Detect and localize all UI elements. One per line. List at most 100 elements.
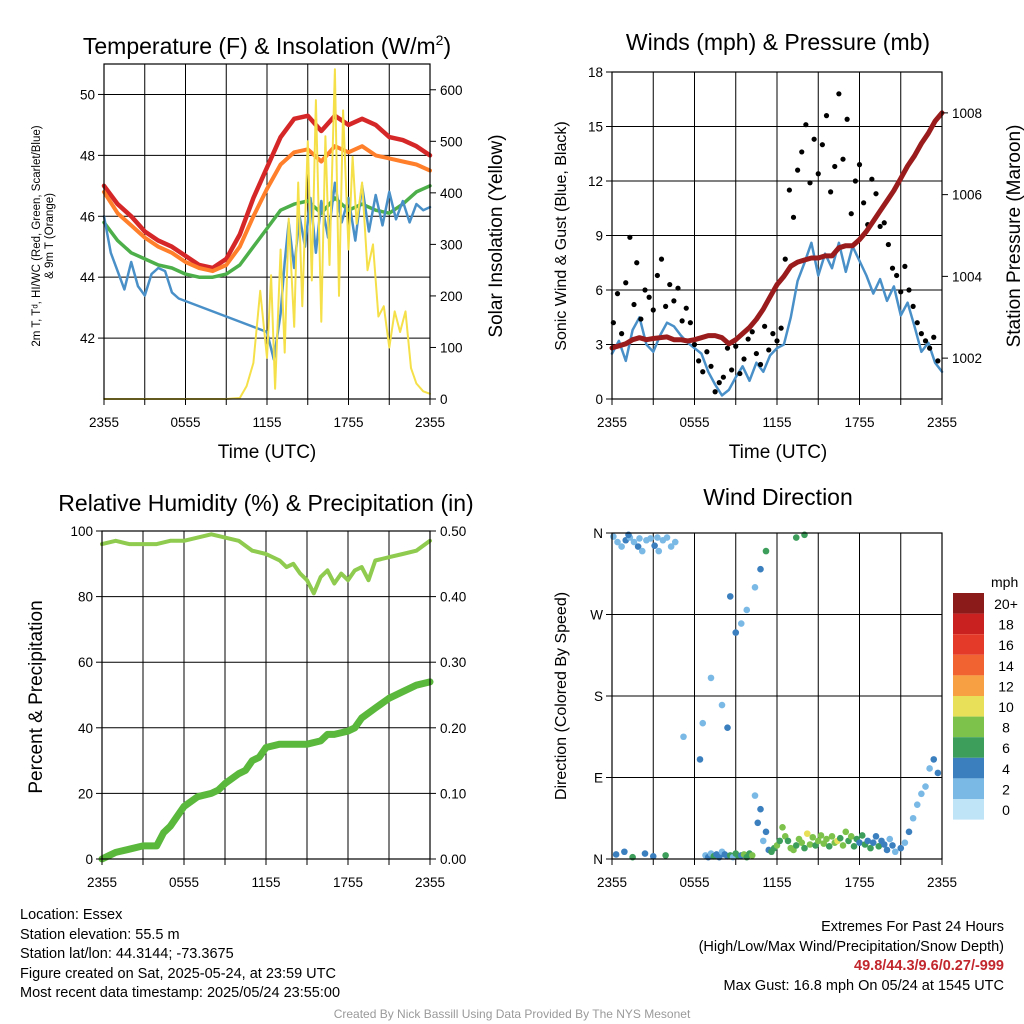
temperature-series-orange	[102, 144, 432, 274]
direction-point	[926, 765, 933, 772]
gust-point	[885, 241, 891, 248]
station-info: Location: Essex Station elevation: 55.5 …	[20, 906, 340, 1004]
temperature-ylabel-left: 2m T, Tᵈ, HI/WC (Red, Green, Scarlet/Blu…	[31, 125, 56, 346]
direction-point	[718, 701, 726, 709]
gust-point	[906, 287, 912, 293]
direction-point	[897, 844, 905, 852]
colorbar-bin	[953, 757, 984, 779]
y-tick-label: E	[594, 771, 603, 786]
direction-point	[891, 848, 899, 856]
gust-point	[627, 234, 633, 240]
extremes-title: Extremes For Past 24 Hours	[821, 919, 1004, 935]
station-elevation: Station elevation: 55.5 m	[20, 926, 180, 943]
colorbar-label: 16	[998, 637, 1014, 653]
gust-point	[745, 336, 751, 342]
gust-point	[832, 163, 838, 170]
y-tick-label: 80	[78, 590, 93, 605]
gust-point	[700, 369, 706, 375]
direction-point	[667, 543, 675, 550]
y2-tick-label: 100	[440, 340, 463, 355]
temperature-xlabel: Time (UTC)	[218, 442, 317, 463]
y-tick-label: 9	[595, 229, 603, 244]
winds-series-layer	[609, 91, 945, 397]
humidity-ylabel-left: Percent & Precipitation	[26, 600, 47, 793]
gust-point	[654, 272, 660, 279]
direction-point	[662, 852, 669, 859]
direction-point	[867, 844, 874, 852]
direction-point	[934, 769, 942, 777]
gust-point	[658, 256, 665, 262]
station-location: Location: Essex	[20, 907, 123, 923]
direction-point	[784, 837, 792, 845]
winds-title: Winds (mph) & Pressure (mb)	[626, 29, 930, 55]
credit-line: Created By Nick Bassill Using Data Provi…	[333, 1007, 691, 1021]
direction-point	[696, 756, 704, 763]
gust-point	[724, 345, 731, 351]
direction-point	[880, 841, 888, 848]
gust-point	[650, 307, 656, 313]
y2-tick-label: 1004	[952, 269, 983, 284]
extremes-box: Extremes For Past 24 Hours (High/Low/Max…	[699, 918, 1004, 996]
direction-point	[776, 837, 784, 845]
direction-point	[762, 547, 770, 555]
gust-point	[803, 122, 809, 128]
x-tick-label: 2355	[927, 875, 957, 890]
direction-point	[922, 783, 929, 790]
direction-point	[638, 547, 646, 555]
temperature-series-green	[102, 184, 432, 279]
colorbar-label: 12	[998, 678, 1014, 694]
y-tick-label: 18	[588, 65, 603, 80]
x-tick-label: 2355	[927, 415, 957, 430]
gust-point	[844, 116, 850, 122]
colorbar-bin	[953, 593, 984, 614]
x-tick-label: 2355	[89, 415, 119, 430]
x-tick-label: 1755	[844, 415, 874, 430]
gust-point	[708, 363, 714, 369]
direction-point	[779, 824, 786, 831]
x-tick-label: 2355	[87, 875, 117, 890]
gust-point	[889, 265, 896, 271]
winds-ylabel-right: Station Pressure (Maroon)	[1004, 125, 1024, 348]
y2-tick-label: 500	[440, 134, 463, 149]
gust-point	[675, 285, 681, 291]
gust-point	[807, 180, 813, 186]
direction-grid	[612, 533, 942, 859]
y2-tick-label: 1002	[952, 351, 982, 366]
direction-point	[634, 543, 642, 550]
x-tick-label: 1755	[333, 415, 363, 430]
direction-point	[798, 839, 806, 846]
max-gust: Max Gust: 16.8 mph On 05/24 at 1545 UTC	[723, 977, 1004, 994]
direction-point	[651, 542, 658, 549]
direction-point	[864, 837, 872, 845]
y-tick-label: N	[593, 852, 603, 867]
gust-point	[770, 331, 776, 337]
gust-point	[619, 331, 625, 337]
gust-point	[737, 370, 743, 377]
colorbar-bin	[953, 675, 984, 696]
gust-point	[614, 291, 621, 297]
gust-point	[856, 162, 863, 168]
direction-point	[847, 833, 855, 840]
gust-point	[881, 220, 887, 226]
y-tick-label: 12	[588, 174, 603, 189]
direction-point	[614, 538, 621, 546]
gust-point	[696, 358, 702, 364]
gust-point	[687, 320, 693, 326]
gust-point	[918, 331, 924, 337]
direction-point	[817, 832, 825, 839]
y2-tick-label: 0.40	[440, 590, 466, 605]
y-tick-label: 46	[80, 209, 95, 224]
gust-point	[631, 301, 637, 308]
y-tick-label: 50	[80, 87, 95, 102]
gust-point	[840, 156, 846, 162]
direction-point	[630, 538, 638, 546]
colorbar-label: 4	[1002, 761, 1010, 777]
y-tick-label: 42	[80, 331, 95, 346]
gust-point	[778, 325, 784, 331]
x-tick-label: 0555	[679, 875, 709, 890]
direction-point	[726, 593, 734, 600]
winds-xlabel: Time (UTC)	[729, 442, 828, 463]
direction-point	[757, 565, 764, 573]
extremes-values: 49.8/44.3/9.6/0.27/-999	[854, 958, 1004, 974]
